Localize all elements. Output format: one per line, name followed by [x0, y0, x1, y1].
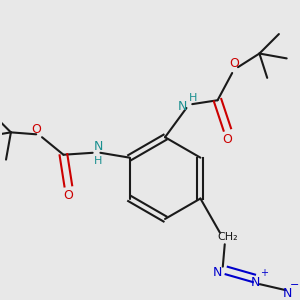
Text: O: O: [229, 57, 239, 70]
Text: H: H: [94, 156, 103, 166]
Text: +: +: [260, 268, 268, 278]
Text: N: N: [178, 100, 187, 112]
Text: O: O: [63, 189, 73, 202]
Text: N: N: [94, 140, 103, 154]
Text: N: N: [251, 276, 261, 289]
Text: O: O: [31, 123, 41, 136]
Text: N: N: [212, 266, 222, 279]
Text: H: H: [189, 93, 197, 103]
Text: N: N: [282, 287, 292, 300]
Text: CH₂: CH₂: [218, 232, 238, 242]
Text: −: −: [290, 280, 299, 290]
Text: O: O: [222, 133, 232, 146]
